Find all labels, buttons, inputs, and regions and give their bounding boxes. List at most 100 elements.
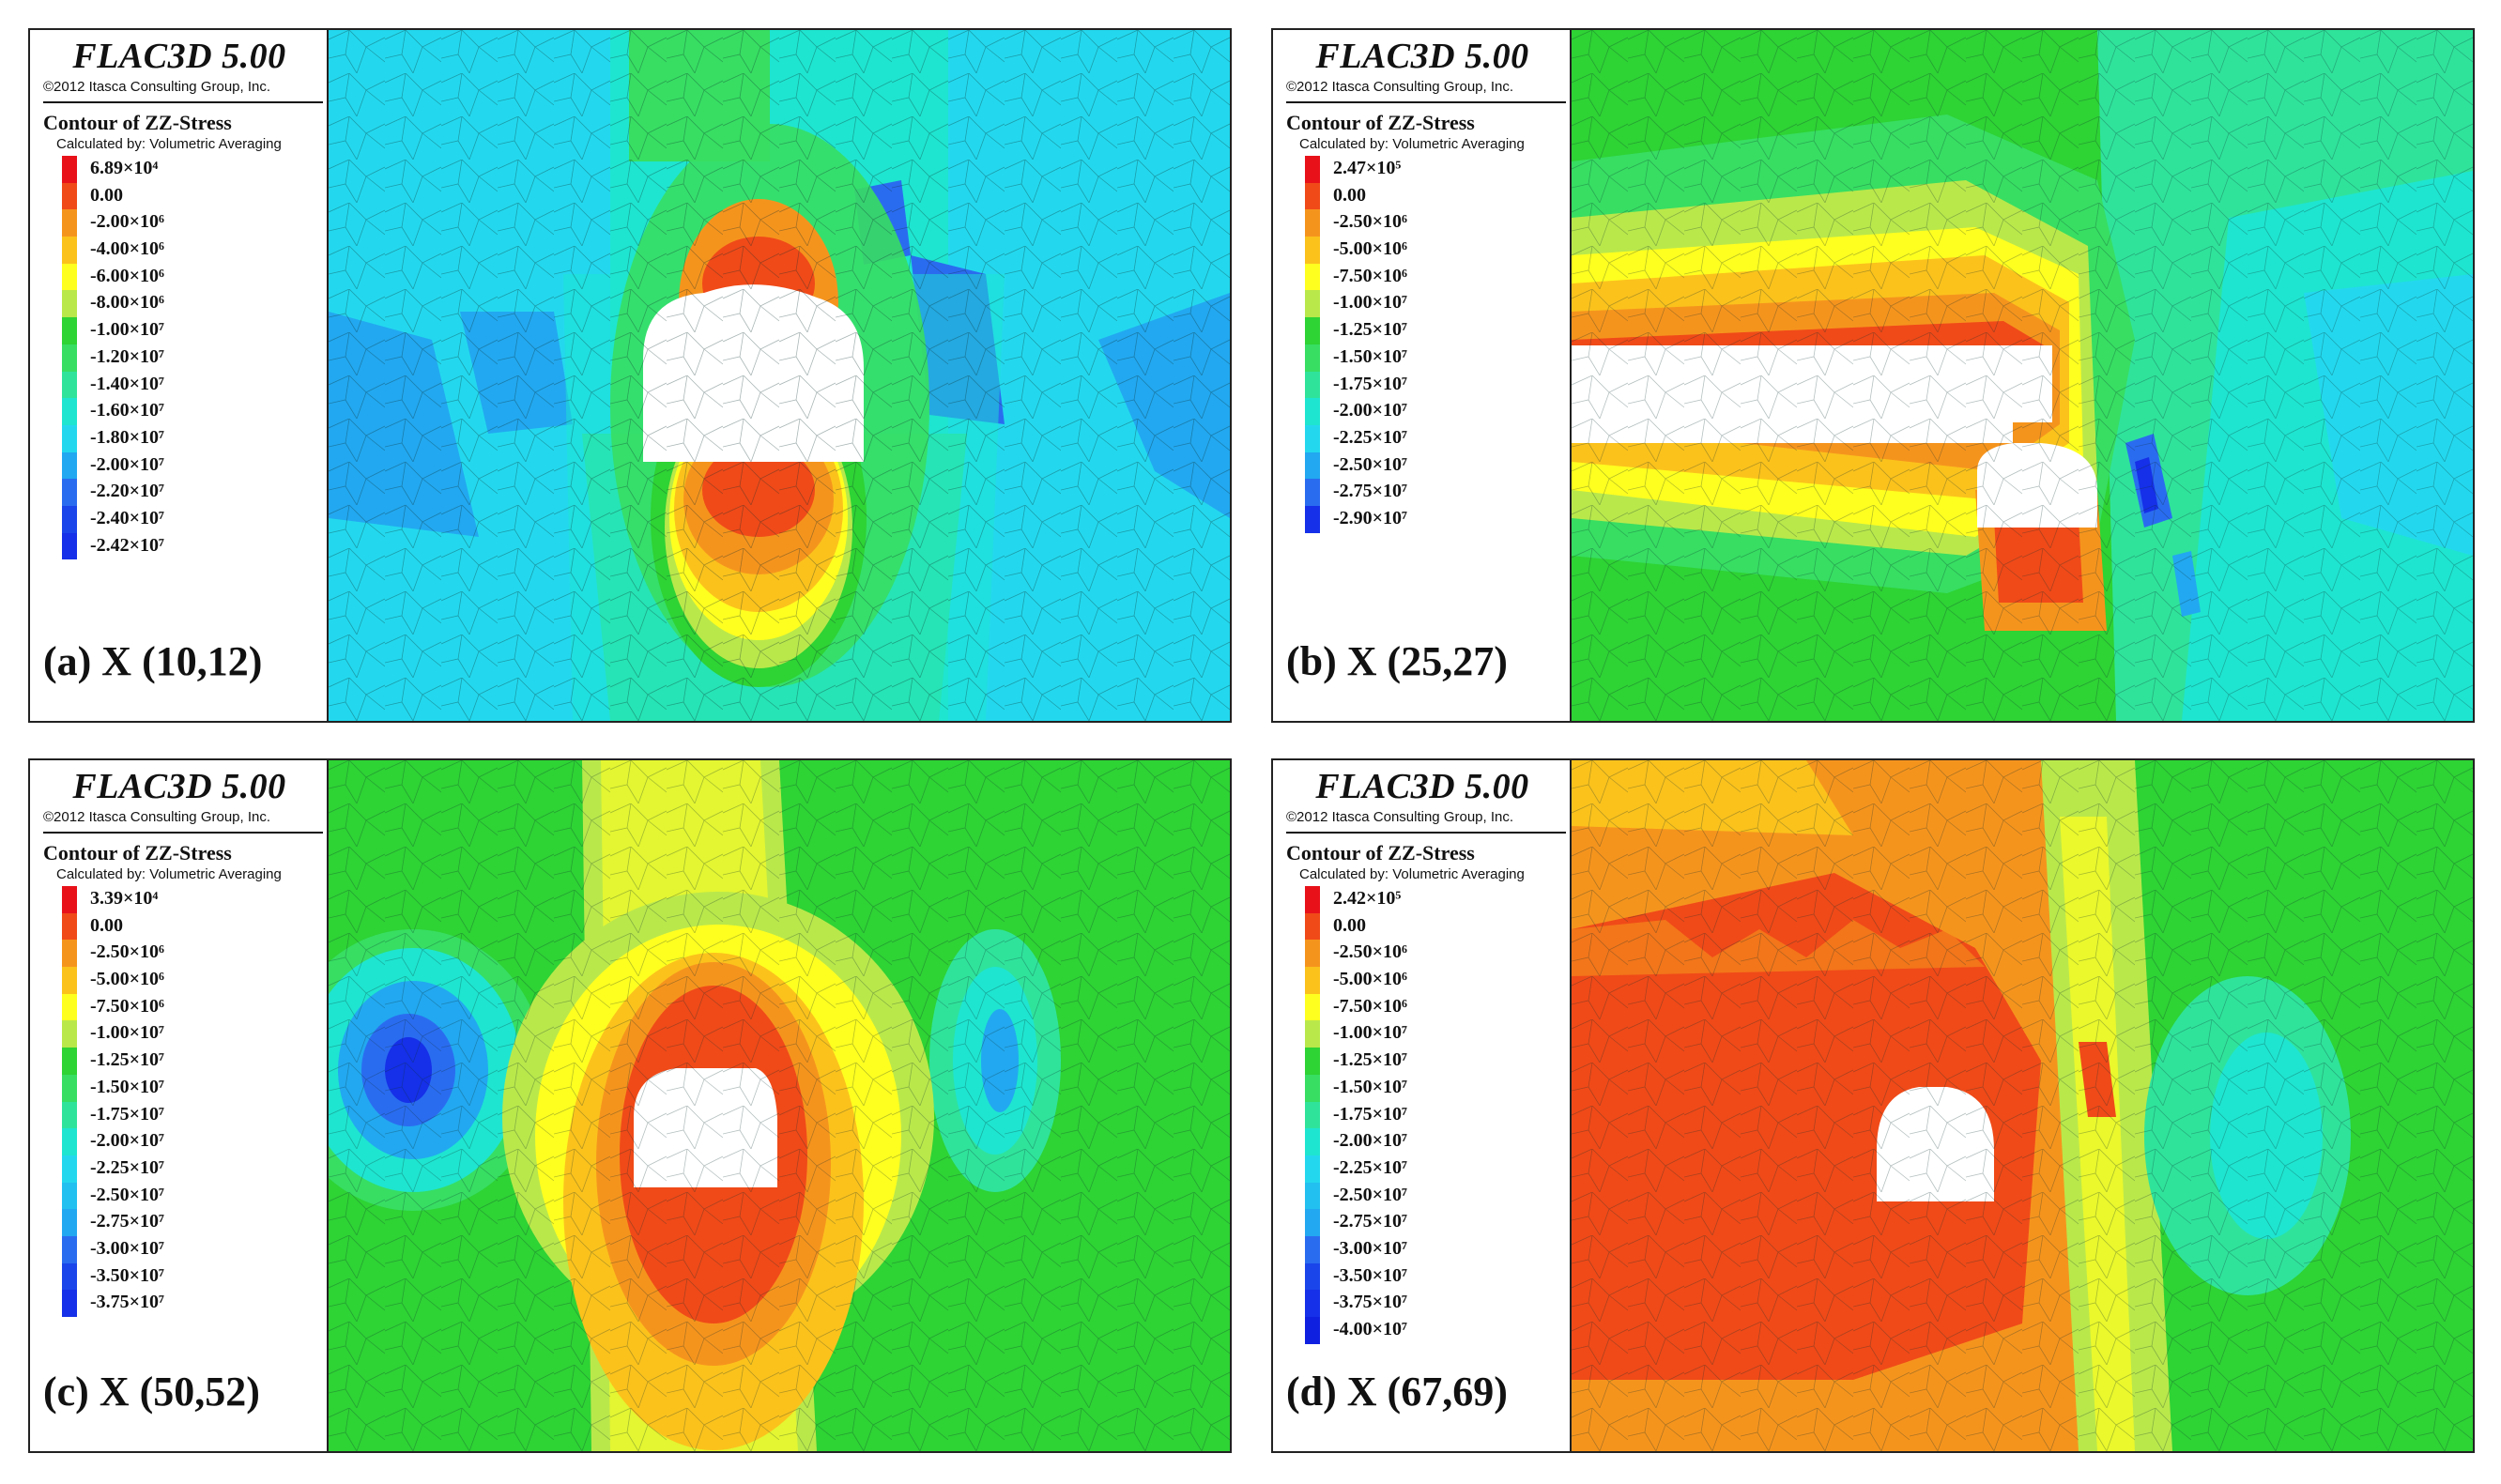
scale-value: -1.20×10⁷ xyxy=(90,345,165,367)
color-swatch xyxy=(62,532,77,560)
color-swatch xyxy=(62,479,77,506)
color-swatch xyxy=(1305,479,1320,506)
color-swatch xyxy=(62,886,77,913)
contour-plot-b xyxy=(1572,30,2473,721)
color-swatch xyxy=(1305,912,1320,941)
color-swatch xyxy=(1305,505,1320,533)
scale-value: 6.89×10⁴ xyxy=(90,158,159,178)
copyright-text: ©2012 Itasca Consulting Group, Inc. xyxy=(1286,79,1514,95)
scale-value: -7.50×10⁶ xyxy=(90,995,165,1017)
color-swatch xyxy=(62,451,77,480)
color-swatch xyxy=(1305,209,1320,237)
color-swatch xyxy=(62,1209,77,1236)
scale-value: -1.00×10⁷ xyxy=(90,319,165,341)
scale-value: -3.00×10⁷ xyxy=(1333,1237,1408,1259)
color-swatch xyxy=(62,993,77,1021)
color-swatch xyxy=(1305,371,1320,399)
scale-value: 2.47×10⁵ xyxy=(1333,158,1402,178)
color-swatch xyxy=(1305,1182,1320,1210)
color-swatch xyxy=(1305,1262,1320,1291)
color-swatch xyxy=(62,940,77,968)
color-swatch xyxy=(62,1020,77,1048)
scale-value: -2.40×10⁷ xyxy=(90,507,165,528)
panel-a: FLAC3D 5.00 ©2012 Itasca Consulting Grou… xyxy=(28,28,1232,723)
color-swatch xyxy=(1305,156,1320,183)
scale-value: -2.50×10⁶ xyxy=(1333,941,1408,963)
scale-value: 0.00 xyxy=(1333,914,1366,936)
color-swatch xyxy=(62,505,77,533)
color-swatch xyxy=(62,1182,77,1210)
scale-value: -4.00×10⁷ xyxy=(1333,1319,1408,1339)
scale-value: -3.50×10⁷ xyxy=(1333,1264,1408,1286)
color-swatch xyxy=(62,317,77,344)
scale-value: -2.75×10⁷ xyxy=(1333,1211,1408,1232)
color-swatch xyxy=(1305,940,1320,968)
software-title: FLAC3D 5.00 xyxy=(1315,767,1529,806)
color-swatch xyxy=(1305,1155,1320,1183)
case-label: (a) X (10,12) xyxy=(43,638,263,684)
color-swatch xyxy=(1305,1317,1320,1344)
color-swatch xyxy=(62,209,77,237)
scale-value: -2.25×10⁷ xyxy=(90,1156,165,1178)
case-label: (b) X (25,27) xyxy=(1286,638,1508,684)
scale-value: -8.00×10⁶ xyxy=(90,292,165,314)
color-swatch xyxy=(1305,1128,1320,1155)
color-swatch xyxy=(62,263,77,291)
scale-value: -2.50×10⁷ xyxy=(1333,453,1408,475)
copyright-text: ©2012 Itasca Consulting Group, Inc. xyxy=(43,79,271,95)
scale-value: -2.25×10⁷ xyxy=(1333,1156,1408,1178)
color-swatch xyxy=(62,237,77,264)
color-swatch xyxy=(1305,993,1320,1021)
color-swatch xyxy=(62,290,77,318)
color-swatch xyxy=(62,1101,77,1129)
color-swatch xyxy=(1305,1209,1320,1236)
color-swatch xyxy=(62,1235,77,1263)
scale-value: -7.50×10⁶ xyxy=(1333,995,1408,1017)
case-label: (d) X (67,69) xyxy=(1286,1369,1508,1415)
software-title: FLAC3D 5.00 xyxy=(72,767,286,806)
color-swatch xyxy=(1305,263,1320,291)
scale-value: -2.50×10⁷ xyxy=(90,1184,165,1205)
scale-value: -1.25×10⁷ xyxy=(90,1049,165,1071)
scale-value: -1.80×10⁷ xyxy=(90,426,165,448)
color-swatch xyxy=(62,967,77,994)
scale-value: 0.00 xyxy=(90,184,123,206)
contour-plot-a xyxy=(329,30,1230,721)
color-swatch xyxy=(1305,237,1320,264)
scale-value: -1.50×10⁷ xyxy=(1333,1076,1408,1097)
scale-value: 2.42×10⁵ xyxy=(1333,888,1402,909)
scale-value: -5.00×10⁶ xyxy=(1333,238,1408,260)
scale-value: -1.00×10⁷ xyxy=(90,1022,165,1044)
software-title: FLAC3D 5.00 xyxy=(1315,37,1529,76)
color-swatch xyxy=(1305,1235,1320,1263)
legend-c: FLAC3D 5.00 ©2012 Itasca Consulting Grou… xyxy=(30,760,329,1451)
panel-d: FLAC3D 5.00 ©2012 Itasca Consulting Grou… xyxy=(1271,758,2475,1453)
color-swatch xyxy=(1305,1020,1320,1048)
color-swatch xyxy=(1305,182,1320,210)
divider xyxy=(1286,832,1566,834)
color-swatch xyxy=(1305,1048,1320,1075)
case-label: (c) X (50,52) xyxy=(43,1369,260,1415)
scale-value: -1.75×10⁷ xyxy=(1333,373,1408,394)
color-swatch xyxy=(1305,1290,1320,1317)
scale-value: -1.00×10⁷ xyxy=(1333,292,1408,314)
scale-value: -3.00×10⁷ xyxy=(90,1237,165,1259)
scale-value: -2.75×10⁷ xyxy=(1333,481,1408,502)
contour-title: Contour of ZZ-Stress xyxy=(43,111,232,134)
scale-value: -1.25×10⁷ xyxy=(1333,319,1408,341)
color-swatch xyxy=(1305,451,1320,480)
scale-value: -2.00×10⁷ xyxy=(1333,400,1408,421)
scale-value: -2.90×10⁷ xyxy=(1333,507,1408,528)
scale-value: 3.39×10⁴ xyxy=(90,888,159,909)
color-swatch xyxy=(62,1262,77,1291)
scale-value: -1.00×10⁷ xyxy=(1333,1022,1408,1044)
color-swatch xyxy=(1305,290,1320,318)
scale-value: -2.75×10⁷ xyxy=(90,1211,165,1232)
scale-value: -3.75×10⁷ xyxy=(1333,1292,1408,1313)
software-title: FLAC3D 5.00 xyxy=(72,37,286,76)
scale-value: -5.00×10⁶ xyxy=(90,969,165,990)
scale-value: -1.50×10⁷ xyxy=(90,1076,165,1097)
color-swatch xyxy=(62,912,77,941)
contour-plot-d xyxy=(1572,760,2473,1451)
legend-b: FLAC3D 5.00 ©2012 Itasca Consulting Grou… xyxy=(1273,30,1572,721)
